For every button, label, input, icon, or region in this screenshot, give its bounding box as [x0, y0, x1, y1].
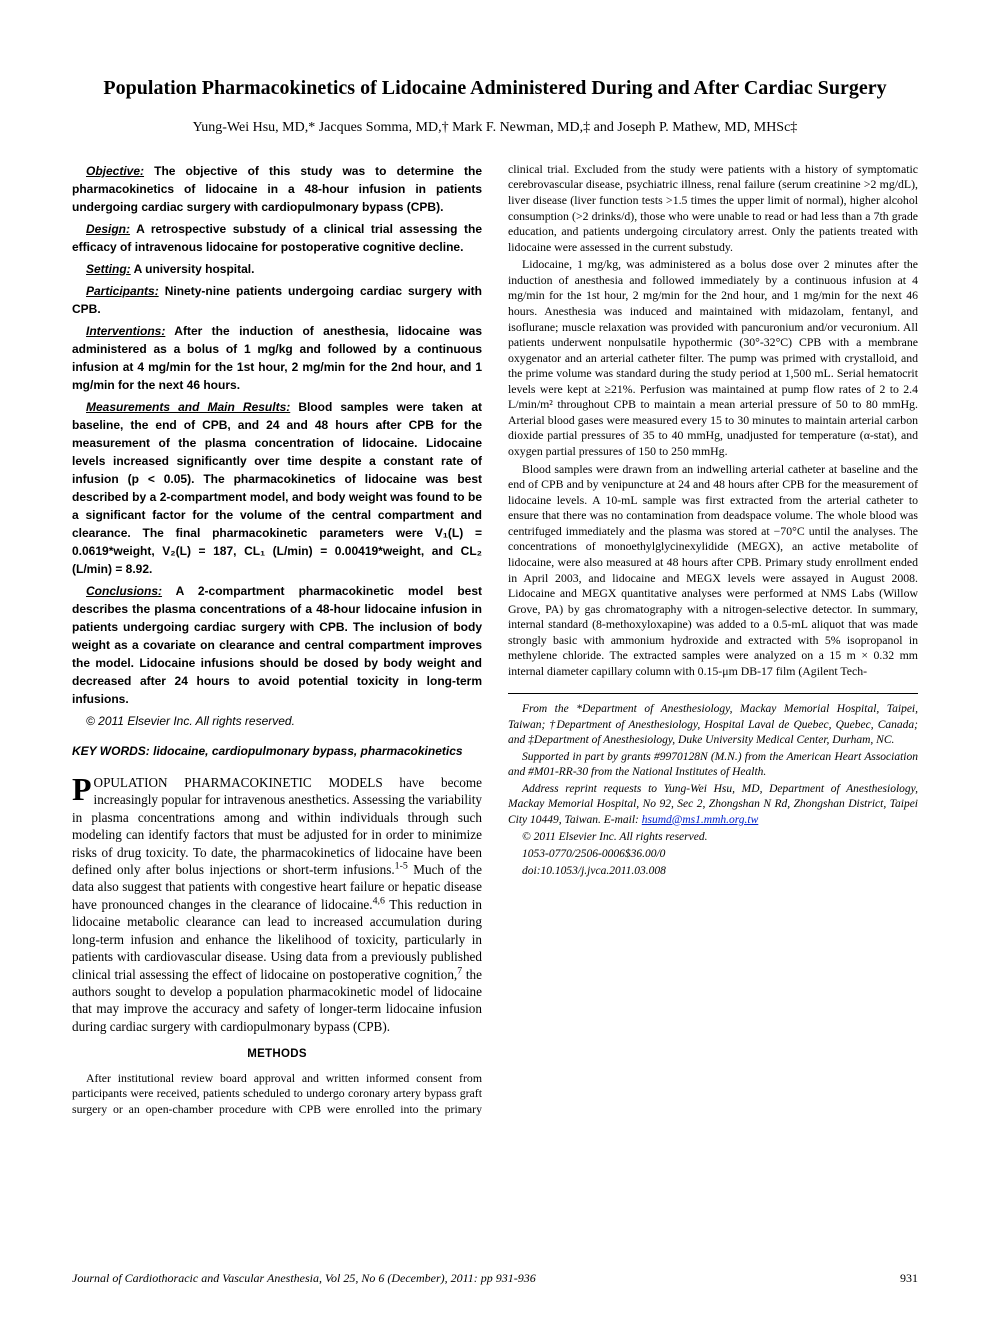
- citation-4-6: 4,6: [373, 895, 385, 906]
- authors-line: Yung-Wei Hsu, MD,* Jacques Somma, MD,† M…: [72, 119, 918, 138]
- abstract-copyright: © 2011 Elsevier Inc. All rights reserved…: [72, 712, 482, 730]
- page-number: 931: [900, 1270, 918, 1286]
- abstract-results-label: Measurements and Main Results:: [86, 400, 290, 414]
- abstract-setting-label: Setting:: [86, 262, 131, 276]
- journal-citation: Journal of Cardiothoracic and Vascular A…: [72, 1270, 536, 1286]
- page-footer: Journal of Cardiothoracic and Vascular A…: [72, 1270, 918, 1286]
- keywords: KEY WORDS: lidocaine, cardiopulmonary by…: [72, 742, 482, 760]
- keywords-label: KEY WORDS:: [72, 744, 150, 758]
- keywords-text: lidocaine, cardiopulmonary bypass, pharm…: [153, 744, 462, 758]
- dropcap: P: [72, 774, 94, 803]
- methods-heading: METHODS: [72, 1047, 482, 1063]
- abstract-conclusions-label: Conclusions:: [86, 584, 162, 598]
- affil-reprint: Address reprint requests to Yung-Wei Hsu…: [508, 782, 918, 828]
- abstract-design-label: Design:: [86, 222, 130, 236]
- abstract-design-text: A retrospective substudy of a clinical t…: [72, 222, 482, 254]
- affil-support: Supported in part by grants #9970128N (M…: [508, 750, 918, 780]
- abstract-objective-label: Objective:: [86, 164, 144, 178]
- affil-issn: 1053-0770/2506-0006$36.00/0: [508, 847, 918, 862]
- two-column-body: Objective: The objective of this study w…: [72, 162, 918, 1132]
- citation-1-5: 1-5: [395, 861, 408, 872]
- methods-p2: Lidocaine, 1 mg/kg, was administered as …: [508, 257, 918, 459]
- abstract: Objective: The objective of this study w…: [72, 162, 482, 760]
- affil-copyright: © 2011 Elsevier Inc. All rights reserved…: [508, 830, 918, 845]
- abstract-interventions-label: Interventions:: [86, 324, 165, 338]
- intro-paragraph: POPULATION PHARMACOKINETIC MODELS have b…: [72, 774, 482, 1035]
- abstract-setting-text: A university hospital.: [134, 262, 255, 276]
- abstract-conclusions-text: A 2-compartment pharmacokinetic model be…: [72, 584, 482, 706]
- affil-doi: doi:10.1053/j.jvca.2011.03.008: [508, 864, 918, 879]
- abstract-participants-label: Participants:: [86, 284, 159, 298]
- intro-smallcaps: OPULATION PHARMACOKINETIC MODELS: [94, 775, 383, 790]
- article-title: Population Pharmacokinetics of Lidocaine…: [72, 76, 918, 101]
- abstract-results-text: Blood samples were taken at baseline, th…: [72, 400, 482, 576]
- affiliations-block: From the *Department of Anesthesiology, …: [508, 693, 918, 879]
- affil-from: From the *Department of Anesthesiology, …: [508, 702, 918, 748]
- affil-email-link[interactable]: hsumd@ms1.mmh.org.tw: [642, 814, 759, 826]
- methods-p3: Blood samples were drawn from an indwell…: [508, 462, 918, 680]
